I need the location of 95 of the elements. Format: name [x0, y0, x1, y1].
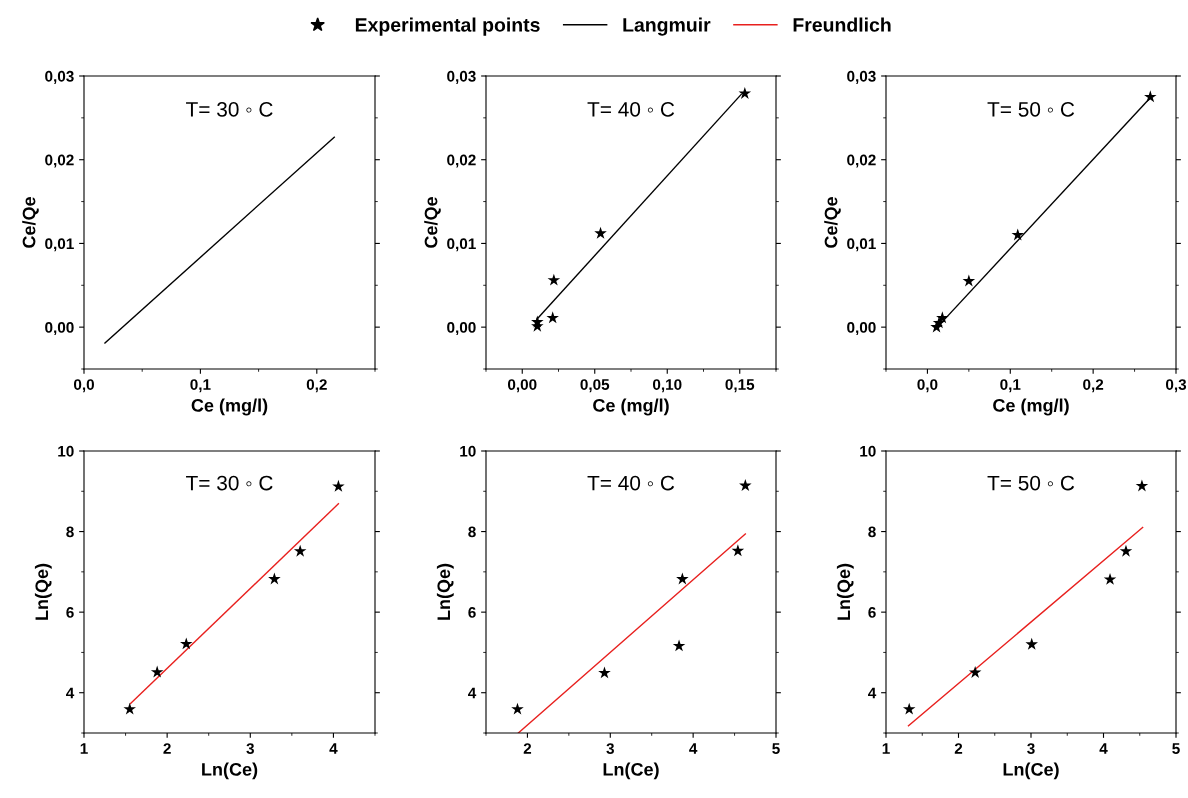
- y-axis-title: Ce/Qe: [824, 197, 841, 248]
- y-tick-label: 4: [468, 687, 477, 699]
- point: [180, 637, 193, 650]
- point: [902, 702, 916, 715]
- text: T= 50 ◦ C: [987, 102, 1075, 117]
- y-tick-label: 0,00: [447, 322, 476, 336]
- point: [676, 572, 689, 585]
- x-tick-label: 1: [80, 743, 88, 754]
- y-axis-title: Ln(Qe): [436, 563, 454, 620]
- x-tick-label: 0,15: [725, 379, 755, 393]
- point: [511, 702, 524, 715]
- point: [268, 572, 281, 585]
- point: [332, 479, 345, 492]
- x-tick-label: 3: [246, 743, 254, 754]
- point: [123, 702, 136, 715]
- y-tick-label: 4: [868, 687, 877, 699]
- point: [546, 311, 559, 324]
- point: [968, 665, 982, 678]
- point: [150, 665, 164, 678]
- text: T= 30 ◦ C: [186, 475, 273, 491]
- y-tick-label: 8: [66, 526, 74, 538]
- x-tick-label: 2: [163, 743, 171, 754]
- x-tick-label: 3: [1027, 743, 1035, 754]
- x-tick-label: 0,00: [507, 379, 537, 393]
- y-tick-label: 8: [468, 526, 476, 538]
- point: [738, 86, 752, 99]
- y-tick-label: 10: [860, 445, 876, 457]
- x-tick-label: 0,0: [917, 379, 938, 393]
- point: [1119, 544, 1133, 557]
- y-tick-label: 0,01: [447, 238, 476, 252]
- y-axis-title: Ce/Qe: [22, 197, 39, 248]
- legend-label: Langmuir: [623, 17, 711, 36]
- x-tick-label: 0,05: [580, 379, 610, 393]
- y-tick-label: 6: [468, 607, 476, 618]
- point: [1103, 572, 1117, 585]
- point: [598, 666, 611, 679]
- x-tick-label: 4: [689, 743, 698, 754]
- x-tick-label: 0,3: [1165, 379, 1187, 393]
- point: [1011, 228, 1025, 241]
- x-tick-label: 2: [954, 743, 963, 754]
- y-tick-label: 0,02: [447, 154, 476, 168]
- y-axis-title: Ln(Qe): [836, 563, 854, 620]
- y-tick-label: 6: [868, 607, 876, 618]
- x-axis-title: Ln(Ce): [202, 762, 258, 780]
- y-tick-label: 0,02: [45, 154, 74, 168]
- text: T= 40 ◦ C: [587, 102, 675, 117]
- x-axis-title: Ce (mg/l): [993, 398, 1069, 416]
- point: [672, 639, 686, 652]
- x-axis-title: Ce (mg/l): [191, 398, 268, 416]
- x-tick-label: 4: [329, 743, 338, 754]
- point: [547, 273, 561, 286]
- y-tick-label: 8: [868, 526, 876, 538]
- point: [731, 544, 745, 557]
- legend-label: Experimental points: [355, 17, 540, 36]
- y-tick-label: 10: [460, 445, 476, 457]
- x-axis-title: Ln(Ce): [603, 762, 659, 780]
- x-tick-label: 0,2: [306, 379, 327, 393]
- y-axis-title: Ln(Qe): [34, 563, 52, 620]
- point: [962, 274, 976, 287]
- x-axis-title: Ln(Ce): [1003, 762, 1059, 780]
- x-tick-label: 2: [523, 743, 532, 754]
- x-tick-label: 0,0: [73, 379, 94, 393]
- point: [936, 311, 949, 324]
- x-tick-label: 0,10: [652, 379, 682, 393]
- y-tick-label: 0,03: [447, 70, 476, 84]
- y-tick-label: 10: [58, 445, 74, 457]
- point: [594, 226, 607, 239]
- text: T= 30 ◦ C: [186, 102, 273, 117]
- x-tick-label: 3: [606, 743, 614, 754]
- y-tick-label: 0,02: [847, 154, 876, 168]
- point: [531, 315, 544, 328]
- point: [1135, 479, 1149, 492]
- x-tick-label: 1: [882, 743, 890, 754]
- y-tick-label: 0,03: [847, 70, 876, 84]
- x-tick-label: 5: [1172, 743, 1180, 754]
- y-tick-label: 0,03: [45, 70, 74, 84]
- x-tick-label: 4: [1099, 743, 1108, 754]
- x-tick-label: 5: [772, 743, 780, 754]
- y-tick-label: 6: [66, 607, 74, 618]
- text: T= 50 ◦ C: [987, 475, 1075, 491]
- x-tick-label: 0,1: [1000, 379, 1021, 393]
- text: T= 40 ◦ C: [587, 475, 675, 491]
- x-tick-label: 0,2: [1083, 379, 1104, 393]
- point: [293, 544, 307, 557]
- y-tick-label: 0,00: [847, 322, 876, 336]
- y-tick-label: 0,01: [45, 238, 74, 252]
- point: [1144, 90, 1157, 103]
- y-tick-label: 4: [66, 687, 75, 699]
- point: [1025, 637, 1038, 650]
- legend-label: Freundlich: [793, 17, 891, 32]
- y-axis-title: Ce/Qe: [424, 197, 441, 248]
- x-axis-title: Ce (mg/l): [593, 398, 669, 416]
- x-tick-label: 0,1: [190, 379, 211, 393]
- y-tick-label: 0,01: [847, 238, 876, 252]
- y-tick-label: 0,00: [45, 322, 74, 336]
